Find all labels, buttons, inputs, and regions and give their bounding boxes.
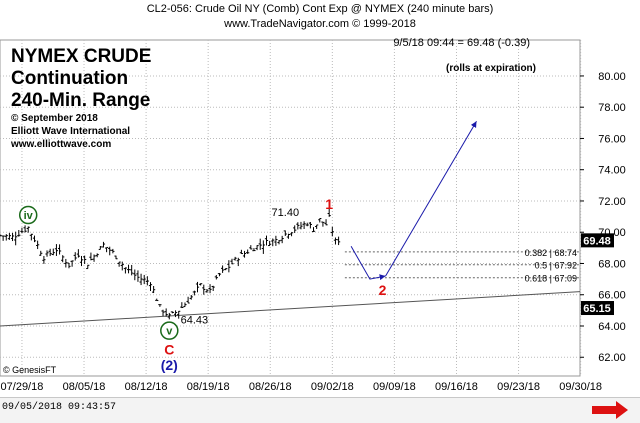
- y-tick-label: 66.00: [598, 290, 626, 302]
- wave-label-circle: [160, 321, 179, 340]
- y-tick-label: 68.00: [598, 258, 626, 270]
- title-line-3: 240-Min. Range: [11, 90, 151, 111]
- x-tick-label: 08/05/18: [63, 381, 106, 393]
- y-axis: 62.0064.0066.0068.0070.0072.0074.0076.00…: [580, 71, 626, 364]
- x-tick-label: 08/12/18: [125, 381, 168, 393]
- projection-path: [350, 121, 477, 281]
- grid-vertical: [21, 40, 582, 376]
- y-tick-label: 74.00: [598, 165, 626, 177]
- status-bar: 09/05/2018 09:43:57: [0, 397, 640, 423]
- x-tick-label: 07/29/18: [1, 381, 44, 393]
- chart-header-line2: www.TradeNavigator.com © 1999-2018: [224, 18, 416, 30]
- title-line-5: Elliott Wave International: [11, 126, 131, 137]
- price-box-label: 69.48: [583, 235, 611, 247]
- price-readout: 9/5/18 09:44 = 69.48 (-0.39): [393, 37, 530, 49]
- scroll-right-arrow-icon[interactable]: [590, 400, 630, 420]
- chart-title-block: NYMEX CRUDE Continuation 240-Min. Range …: [11, 46, 151, 151]
- fib-level-label: 0.5 | 67.92: [535, 261, 577, 271]
- price-box-label: 65.15: [583, 303, 611, 315]
- support-trendline: [0, 291, 581, 327]
- title-line-6: www.elliottwave.com: [11, 139, 112, 150]
- wave-label: C: [164, 341, 174, 357]
- x-tick-label: 09/02/18: [311, 381, 354, 393]
- x-tick-label: 08/19/18: [187, 381, 230, 393]
- wave-label: v: [166, 326, 173, 338]
- title-line-2: Continuation: [11, 68, 129, 89]
- x-tick-label: 09/30/18: [559, 381, 602, 393]
- price-value-label: 71.40: [272, 207, 300, 219]
- title-line-1: NYMEX CRUDE: [11, 46, 152, 67]
- wave-label: (2): [161, 357, 178, 373]
- credit-text: © GenesisFT: [3, 365, 57, 375]
- y-tick-label: 80.00: [598, 71, 626, 83]
- grid-horizontal: [0, 75, 580, 358]
- roll-note: (rolls at expiration): [446, 63, 536, 74]
- projection-down-leg: [350, 246, 386, 281]
- price-box: [581, 301, 614, 316]
- y-tick-label: 72.00: [598, 196, 626, 208]
- y-tick-label: 78.00: [598, 102, 626, 114]
- x-tick-label: 09/23/18: [497, 381, 540, 393]
- fib-level-label: 0.618 | 67.09: [525, 274, 577, 284]
- y-tick-label: 62.00: [598, 352, 626, 364]
- trendline-layer: [0, 291, 581, 327]
- x-tick-label: 09/16/18: [435, 381, 478, 393]
- wave-label: 1: [325, 196, 333, 212]
- y-tick-label: 76.00: [598, 133, 626, 145]
- x-tick-label: 09/09/18: [373, 381, 416, 393]
- x-axis: 07/29/18 08/05/18 08/12/18 08/19/18 08/26/18…: [1, 381, 603, 393]
- plot-frame: [0, 39, 581, 377]
- projection-up-leg: [385, 121, 477, 277]
- wave-label: iv: [24, 210, 34, 222]
- wave-labels: iv vC(2) 64.43 71.40 1 2: [18, 196, 387, 373]
- price-box: [581, 233, 614, 248]
- ohlc-bars: [0, 208, 341, 320]
- x-tick-label: 08/26/18: [249, 381, 292, 393]
- price-value-label: 64.43: [181, 315, 209, 327]
- chart-header-line1: CL2-056: Crude Oil NY (Comb) Cont Exp @ …: [146, 3, 494, 15]
- timestamp: 09/05/2018 09:43:57: [2, 402, 117, 413]
- wave-label: 2: [379, 282, 387, 298]
- fib-level-label: 0.382 | 68.74: [525, 248, 577, 258]
- title-line-4: © September 2018: [11, 113, 98, 124]
- fib-levels: 0.382 | 68.74 0.5 | 67.92 0.618 | 67.09: [344, 248, 580, 284]
- y-tick-label: 64.00: [598, 321, 626, 333]
- wave-label-circle: [18, 205, 38, 225]
